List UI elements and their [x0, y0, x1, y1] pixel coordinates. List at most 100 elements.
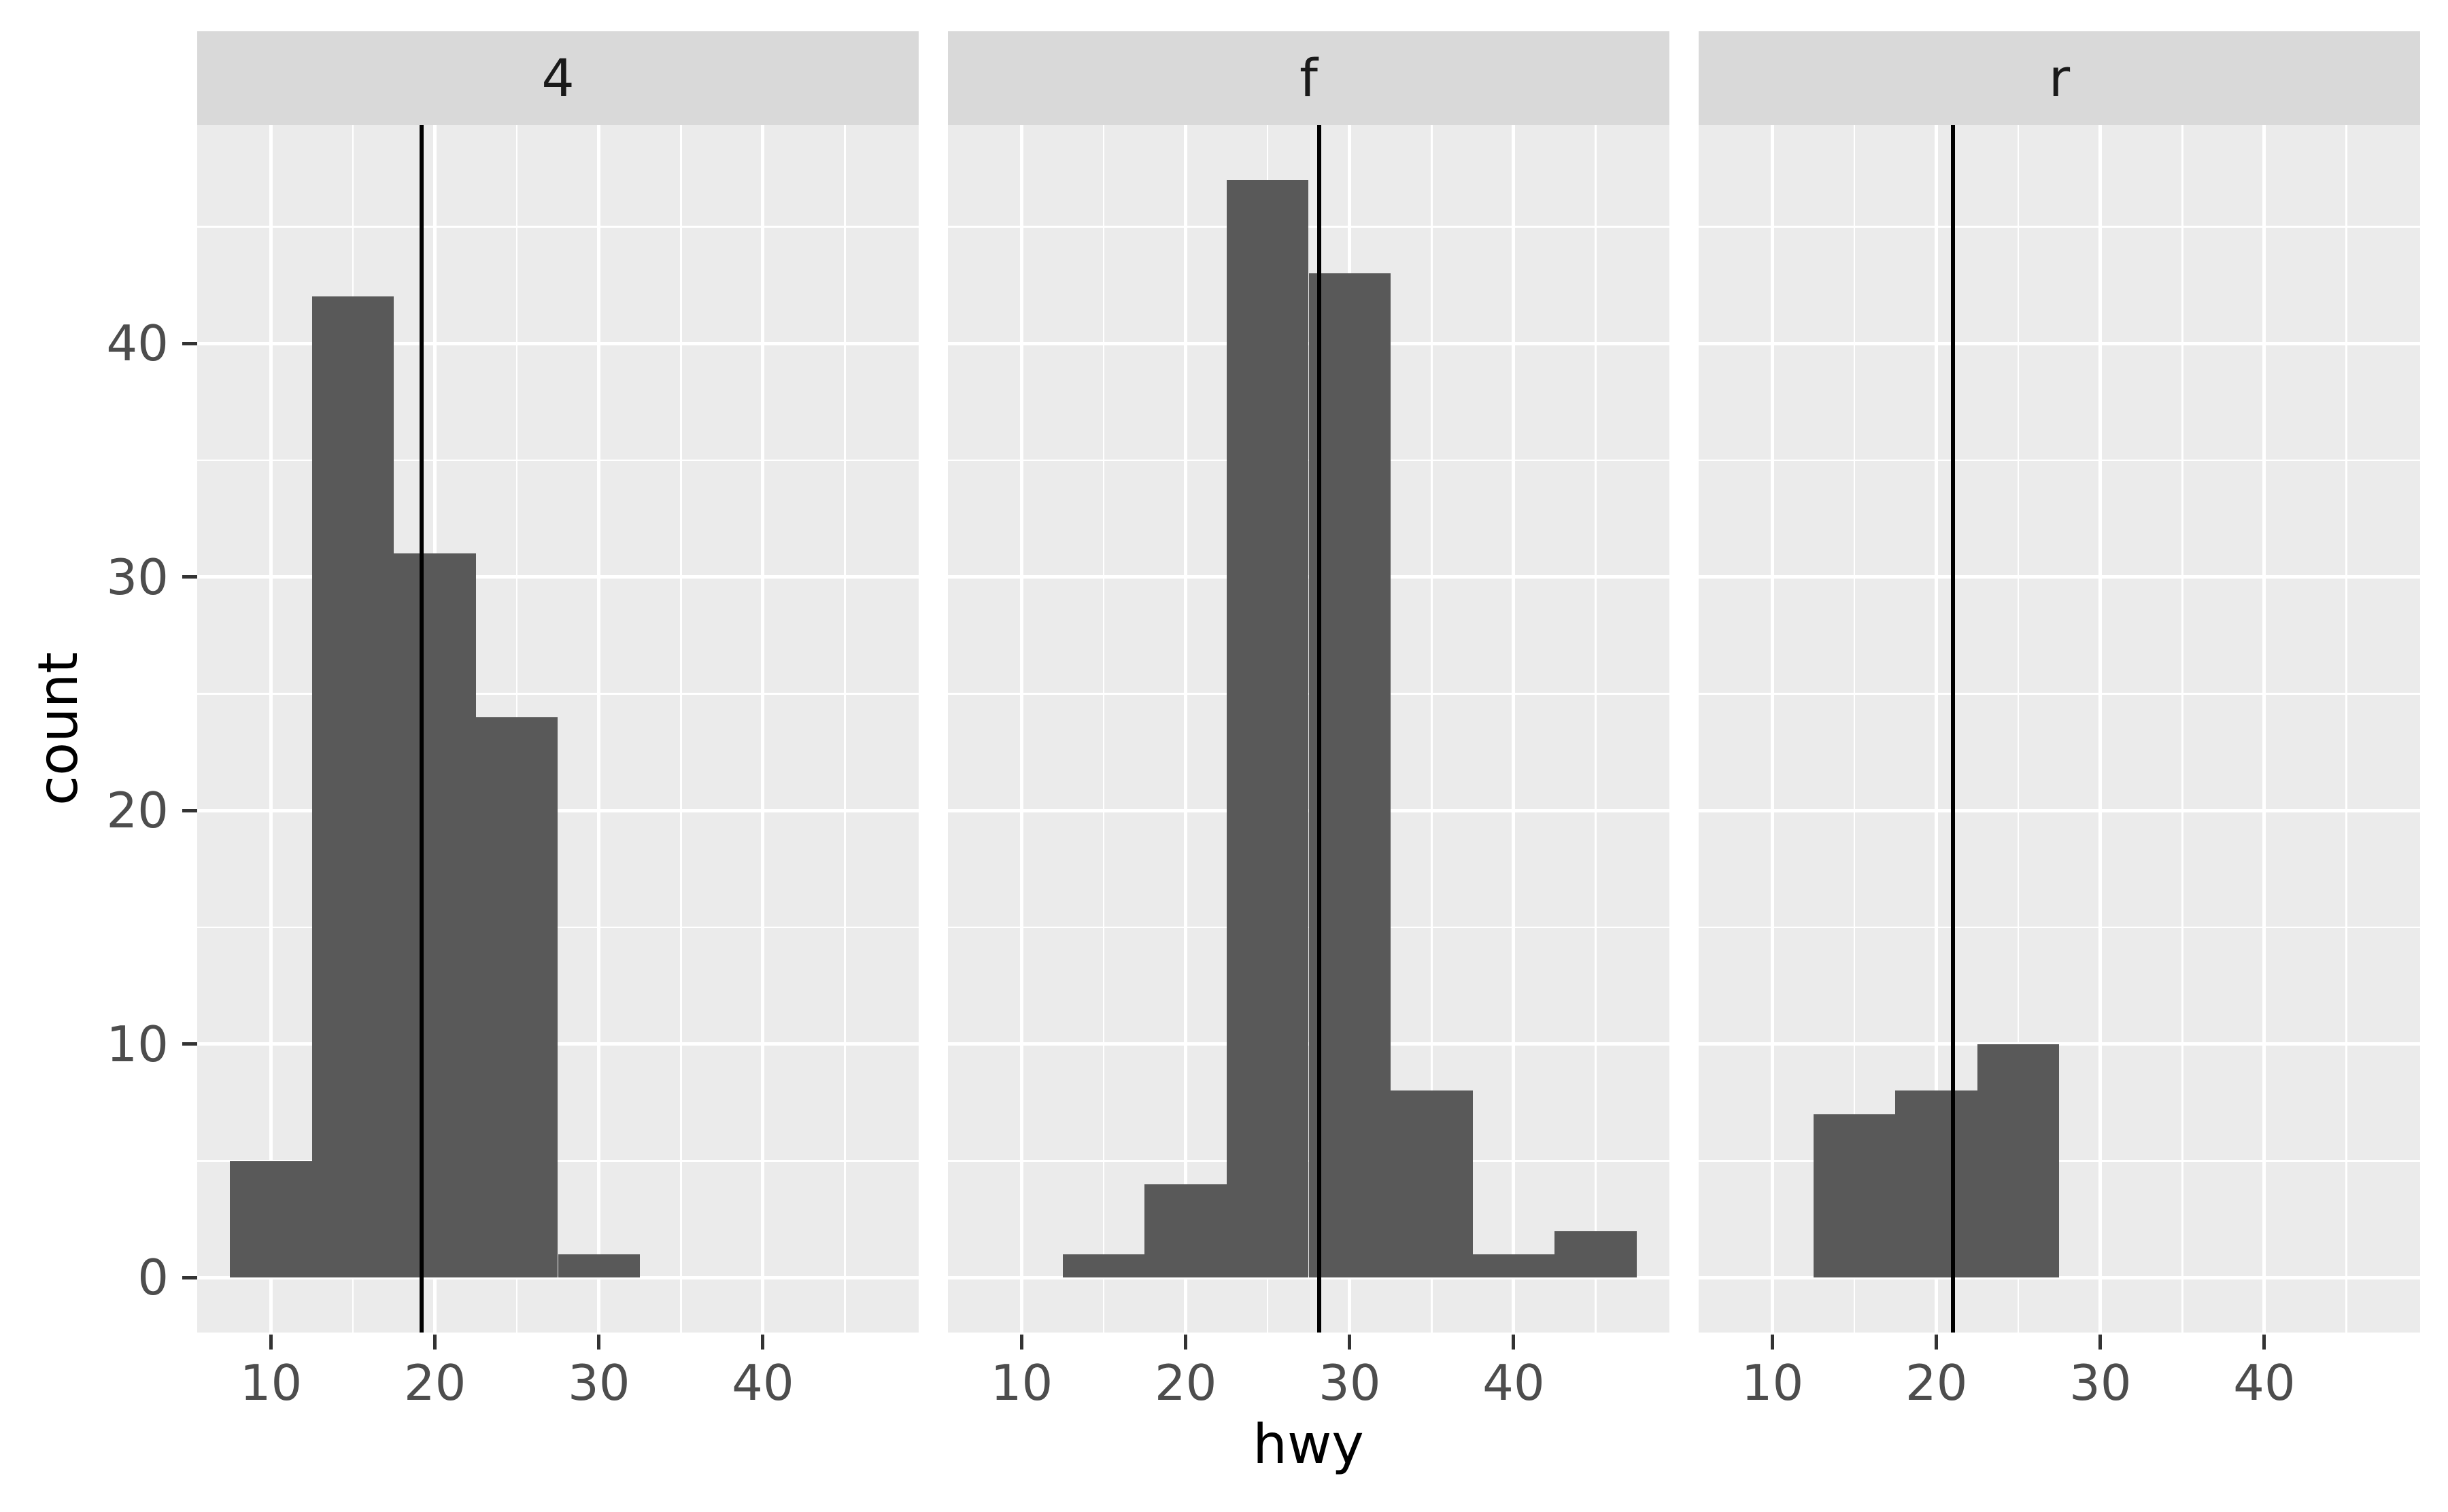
x-axis-tick	[433, 1335, 437, 1350]
histogram-bar	[1062, 1254, 1145, 1278]
histogram-bar	[1144, 1184, 1227, 1278]
y-gridline-major	[1699, 341, 2420, 345]
x-tick-label: 40	[2233, 1354, 2296, 1411]
facet-strip-label: r	[2048, 48, 2071, 108]
facet-strip-4: 4	[197, 31, 919, 125]
y-gridline-major	[1699, 1042, 2420, 1046]
histogram-bar	[1977, 1044, 2060, 1278]
y-gridline-minor	[1699, 226, 2420, 228]
x-axis-title: hwy	[1253, 1413, 1364, 1476]
histogram-bar	[1308, 273, 1391, 1278]
y-tick-label: 0	[137, 1249, 169, 1307]
x-gridline-minor	[2181, 125, 2183, 1333]
y-gridline-minor	[1699, 459, 2420, 462]
x-tick-label: 30	[567, 1354, 630, 1411]
x-gridline-minor	[1595, 125, 1597, 1333]
x-gridline-minor	[680, 125, 682, 1333]
facet-strip-r: r	[1699, 31, 2420, 125]
facet-panel-f	[948, 125, 1669, 1333]
x-tick-label: 30	[2069, 1354, 2132, 1411]
facet-strip-label: f	[1299, 48, 1318, 108]
x-axis-tick	[761, 1335, 765, 1350]
histogram-bar	[311, 296, 394, 1278]
x-axis-tick	[1184, 1335, 1188, 1350]
x-tick-label: 20	[403, 1354, 466, 1411]
x-gridline-major	[1020, 125, 1023, 1333]
x-tick-label: 20	[1154, 1354, 1217, 1411]
x-axis-tick	[1020, 1335, 1023, 1350]
y-gridline-minor	[1699, 926, 2420, 929]
x-gridline-major	[597, 125, 601, 1333]
y-gridline-major	[1699, 575, 2420, 579]
histogram-bar	[558, 1254, 641, 1278]
y-gridline-major	[197, 808, 919, 812]
x-tick-label: 10	[990, 1354, 1053, 1411]
x-axis-tick	[2098, 1335, 2103, 1350]
x-tick-label: 20	[1905, 1354, 1968, 1411]
histogram-bar	[1472, 1254, 1555, 1278]
x-gridline-major	[2262, 125, 2266, 1333]
x-tick-label: 10	[239, 1354, 303, 1411]
y-gridline-minor	[197, 693, 919, 695]
x-axis-tick	[1512, 1335, 1516, 1350]
facet-strip-label: 4	[541, 48, 575, 108]
histogram-bar	[475, 717, 558, 1278]
y-gridline-major	[1699, 1275, 2420, 1279]
y-tick-label: 10	[106, 1015, 169, 1073]
mean-vline	[419, 125, 424, 1333]
y-tick-label: 30	[106, 548, 169, 606]
x-gridline-major	[1184, 125, 1188, 1333]
facet-strip-f: f	[948, 31, 1669, 125]
x-gridline-minor	[2017, 125, 2020, 1333]
y-gridline-minor	[1699, 1160, 2420, 1162]
x-axis-tick	[2262, 1335, 2266, 1350]
x-gridline-major	[1771, 125, 1774, 1333]
y-gridline-minor	[197, 1160, 919, 1162]
mean-vline	[1317, 125, 1322, 1333]
y-tick-label: 40	[106, 315, 169, 373]
histogram-bar	[1391, 1090, 1473, 1278]
y-axis-tick	[182, 575, 197, 579]
x-gridline-minor	[1431, 125, 1433, 1333]
histogram-bar	[1226, 179, 1309, 1278]
y-gridline-major	[1699, 808, 2420, 812]
y-gridline-major	[197, 575, 919, 579]
y-gridline-minor	[197, 226, 919, 228]
x-axis-tick	[1935, 1335, 1939, 1350]
histogram-bar	[230, 1161, 312, 1278]
y-gridline-major	[197, 341, 919, 345]
y-gridline-major	[197, 1042, 919, 1046]
y-gridline-major	[197, 1275, 919, 1279]
x-tick-label: 30	[1318, 1354, 1381, 1411]
histogram-bar	[1554, 1231, 1637, 1278]
x-gridline-minor	[1102, 125, 1105, 1333]
y-gridline-major	[948, 1275, 1669, 1279]
x-axis-tick	[1771, 1335, 1774, 1350]
x-axis-tick	[269, 1335, 273, 1350]
x-tick-label: 40	[732, 1354, 794, 1411]
x-axis-tick	[597, 1335, 601, 1350]
y-axis-tick	[182, 1275, 197, 1279]
x-gridline-minor	[2345, 125, 2347, 1333]
x-gridline-minor	[1853, 125, 1856, 1333]
x-gridline-major	[761, 125, 765, 1333]
x-gridline-major	[2098, 125, 2103, 1333]
y-axis-tick	[182, 808, 197, 812]
histogram-bar	[394, 553, 476, 1278]
histogram-bar	[1813, 1114, 1896, 1278]
mean-vline	[1950, 125, 1955, 1333]
x-tick-label: 10	[1741, 1354, 1804, 1411]
y-gridline-minor	[197, 926, 919, 929]
y-gridline-minor	[948, 226, 1669, 228]
facet-panel-4	[197, 125, 919, 1333]
x-gridline-minor	[844, 125, 846, 1333]
y-axis-tick	[182, 341, 197, 345]
facet-panel-r	[1699, 125, 2420, 1333]
x-gridline-major	[269, 125, 273, 1333]
y-gridline-minor	[197, 459, 919, 462]
y-tick-label: 20	[106, 782, 169, 840]
x-axis-tick	[1348, 1335, 1352, 1350]
y-gridline-minor	[1699, 693, 2420, 695]
histogram-bar	[1895, 1090, 1977, 1278]
